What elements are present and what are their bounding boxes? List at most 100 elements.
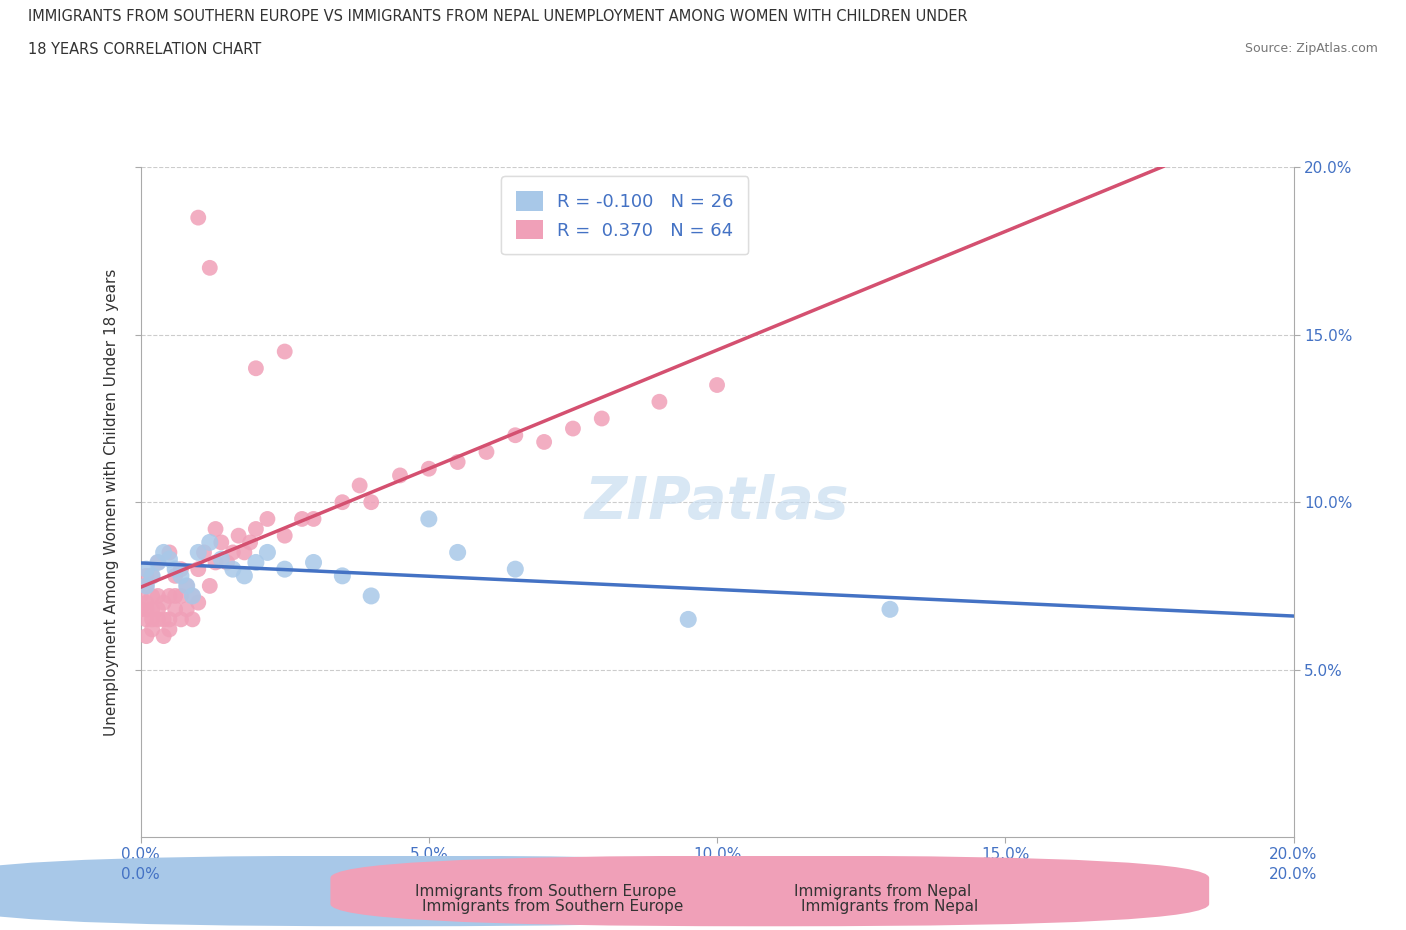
Point <box>141 612 163 627</box>
Point <box>159 622 180 637</box>
Point <box>360 495 382 510</box>
Point <box>135 629 157 644</box>
Point <box>165 562 187 577</box>
Point <box>135 595 157 610</box>
Point <box>170 562 193 577</box>
Point <box>256 512 278 526</box>
Point <box>222 545 245 560</box>
Point <box>503 428 526 443</box>
Point <box>135 578 157 593</box>
Text: 18 YEARS CORRELATION CHART: 18 YEARS CORRELATION CHART <box>28 42 262 57</box>
Point <box>135 602 157 617</box>
Point <box>135 568 157 583</box>
Point <box>146 555 169 570</box>
Point <box>159 545 180 560</box>
Point <box>302 512 325 526</box>
Point <box>418 461 440 476</box>
Point <box>204 522 226 537</box>
Point <box>233 545 256 560</box>
Point <box>222 562 245 577</box>
Point <box>274 344 297 359</box>
Point <box>176 578 198 593</box>
Point <box>475 445 498 459</box>
Point <box>187 562 209 577</box>
Point <box>503 562 526 577</box>
Point <box>146 602 169 617</box>
FancyBboxPatch shape <box>0 856 830 926</box>
Point <box>152 612 174 627</box>
Point <box>146 612 169 627</box>
Point <box>591 411 613 426</box>
Point <box>170 568 193 583</box>
Point <box>141 568 163 583</box>
Point <box>165 568 187 583</box>
Point <box>198 260 221 275</box>
Text: Source: ZipAtlas.com: Source: ZipAtlas.com <box>1244 42 1378 55</box>
Point <box>418 512 440 526</box>
Point <box>165 602 187 617</box>
Point <box>217 555 239 570</box>
Point <box>198 535 221 550</box>
Text: Immigrants from Nepal: Immigrants from Nepal <box>801 899 979 914</box>
Point <box>176 578 198 593</box>
Text: IMMIGRANTS FROM SOUTHERN EUROPE VS IMMIGRANTS FROM NEPAL UNEMPLOYMENT AMONG WOME: IMMIGRANTS FROM SOUTHERN EUROPE VS IMMIG… <box>28 9 967 24</box>
Point <box>209 551 232 566</box>
Point <box>187 595 209 610</box>
Point <box>135 562 157 577</box>
Point <box>274 562 297 577</box>
Point <box>141 622 163 637</box>
Point <box>879 602 901 617</box>
Point <box>447 545 470 560</box>
Point <box>135 578 157 593</box>
Point <box>245 361 267 376</box>
Point <box>152 545 174 560</box>
Point <box>146 589 169 604</box>
Legend: R = -0.100   N = 26, R =  0.370   N = 64: R = -0.100 N = 26, R = 0.370 N = 64 <box>502 177 748 254</box>
Point <box>388 468 411 483</box>
Point <box>678 612 700 627</box>
Point <box>135 612 157 627</box>
FancyBboxPatch shape <box>330 856 1209 926</box>
Point <box>159 612 180 627</box>
Point <box>176 602 198 617</box>
Text: 0.0%: 0.0% <box>121 867 160 882</box>
Text: Immigrants from Southern Europe: Immigrants from Southern Europe <box>415 884 676 898</box>
Point <box>159 551 180 566</box>
Point <box>256 545 278 560</box>
Point <box>360 589 382 604</box>
Point <box>198 578 221 593</box>
Point <box>332 568 354 583</box>
Point <box>146 555 169 570</box>
Point <box>228 528 250 543</box>
Point <box>447 455 470 470</box>
Point <box>170 612 193 627</box>
Point <box>165 589 187 604</box>
Point <box>152 595 174 610</box>
Point <box>291 512 314 526</box>
Point <box>533 434 555 449</box>
Text: Immigrants from Southern Europe: Immigrants from Southern Europe <box>422 899 683 914</box>
Point <box>332 495 354 510</box>
Point <box>141 589 163 604</box>
Point <box>209 535 232 550</box>
Point <box>159 589 180 604</box>
Point <box>187 210 209 225</box>
Point <box>349 478 371 493</box>
Point <box>170 589 193 604</box>
Point <box>302 555 325 570</box>
Point <box>204 555 226 570</box>
Point <box>239 535 262 550</box>
Point <box>129 602 152 617</box>
Point <box>152 629 174 644</box>
Point <box>141 602 163 617</box>
Point <box>129 589 152 604</box>
Point <box>648 394 671 409</box>
Point <box>706 378 728 392</box>
Point <box>181 589 204 604</box>
Point <box>141 568 163 583</box>
Point <box>193 545 215 560</box>
Point <box>274 528 297 543</box>
Point <box>245 555 267 570</box>
Text: Immigrants from Nepal: Immigrants from Nepal <box>794 884 972 898</box>
Point <box>245 522 267 537</box>
